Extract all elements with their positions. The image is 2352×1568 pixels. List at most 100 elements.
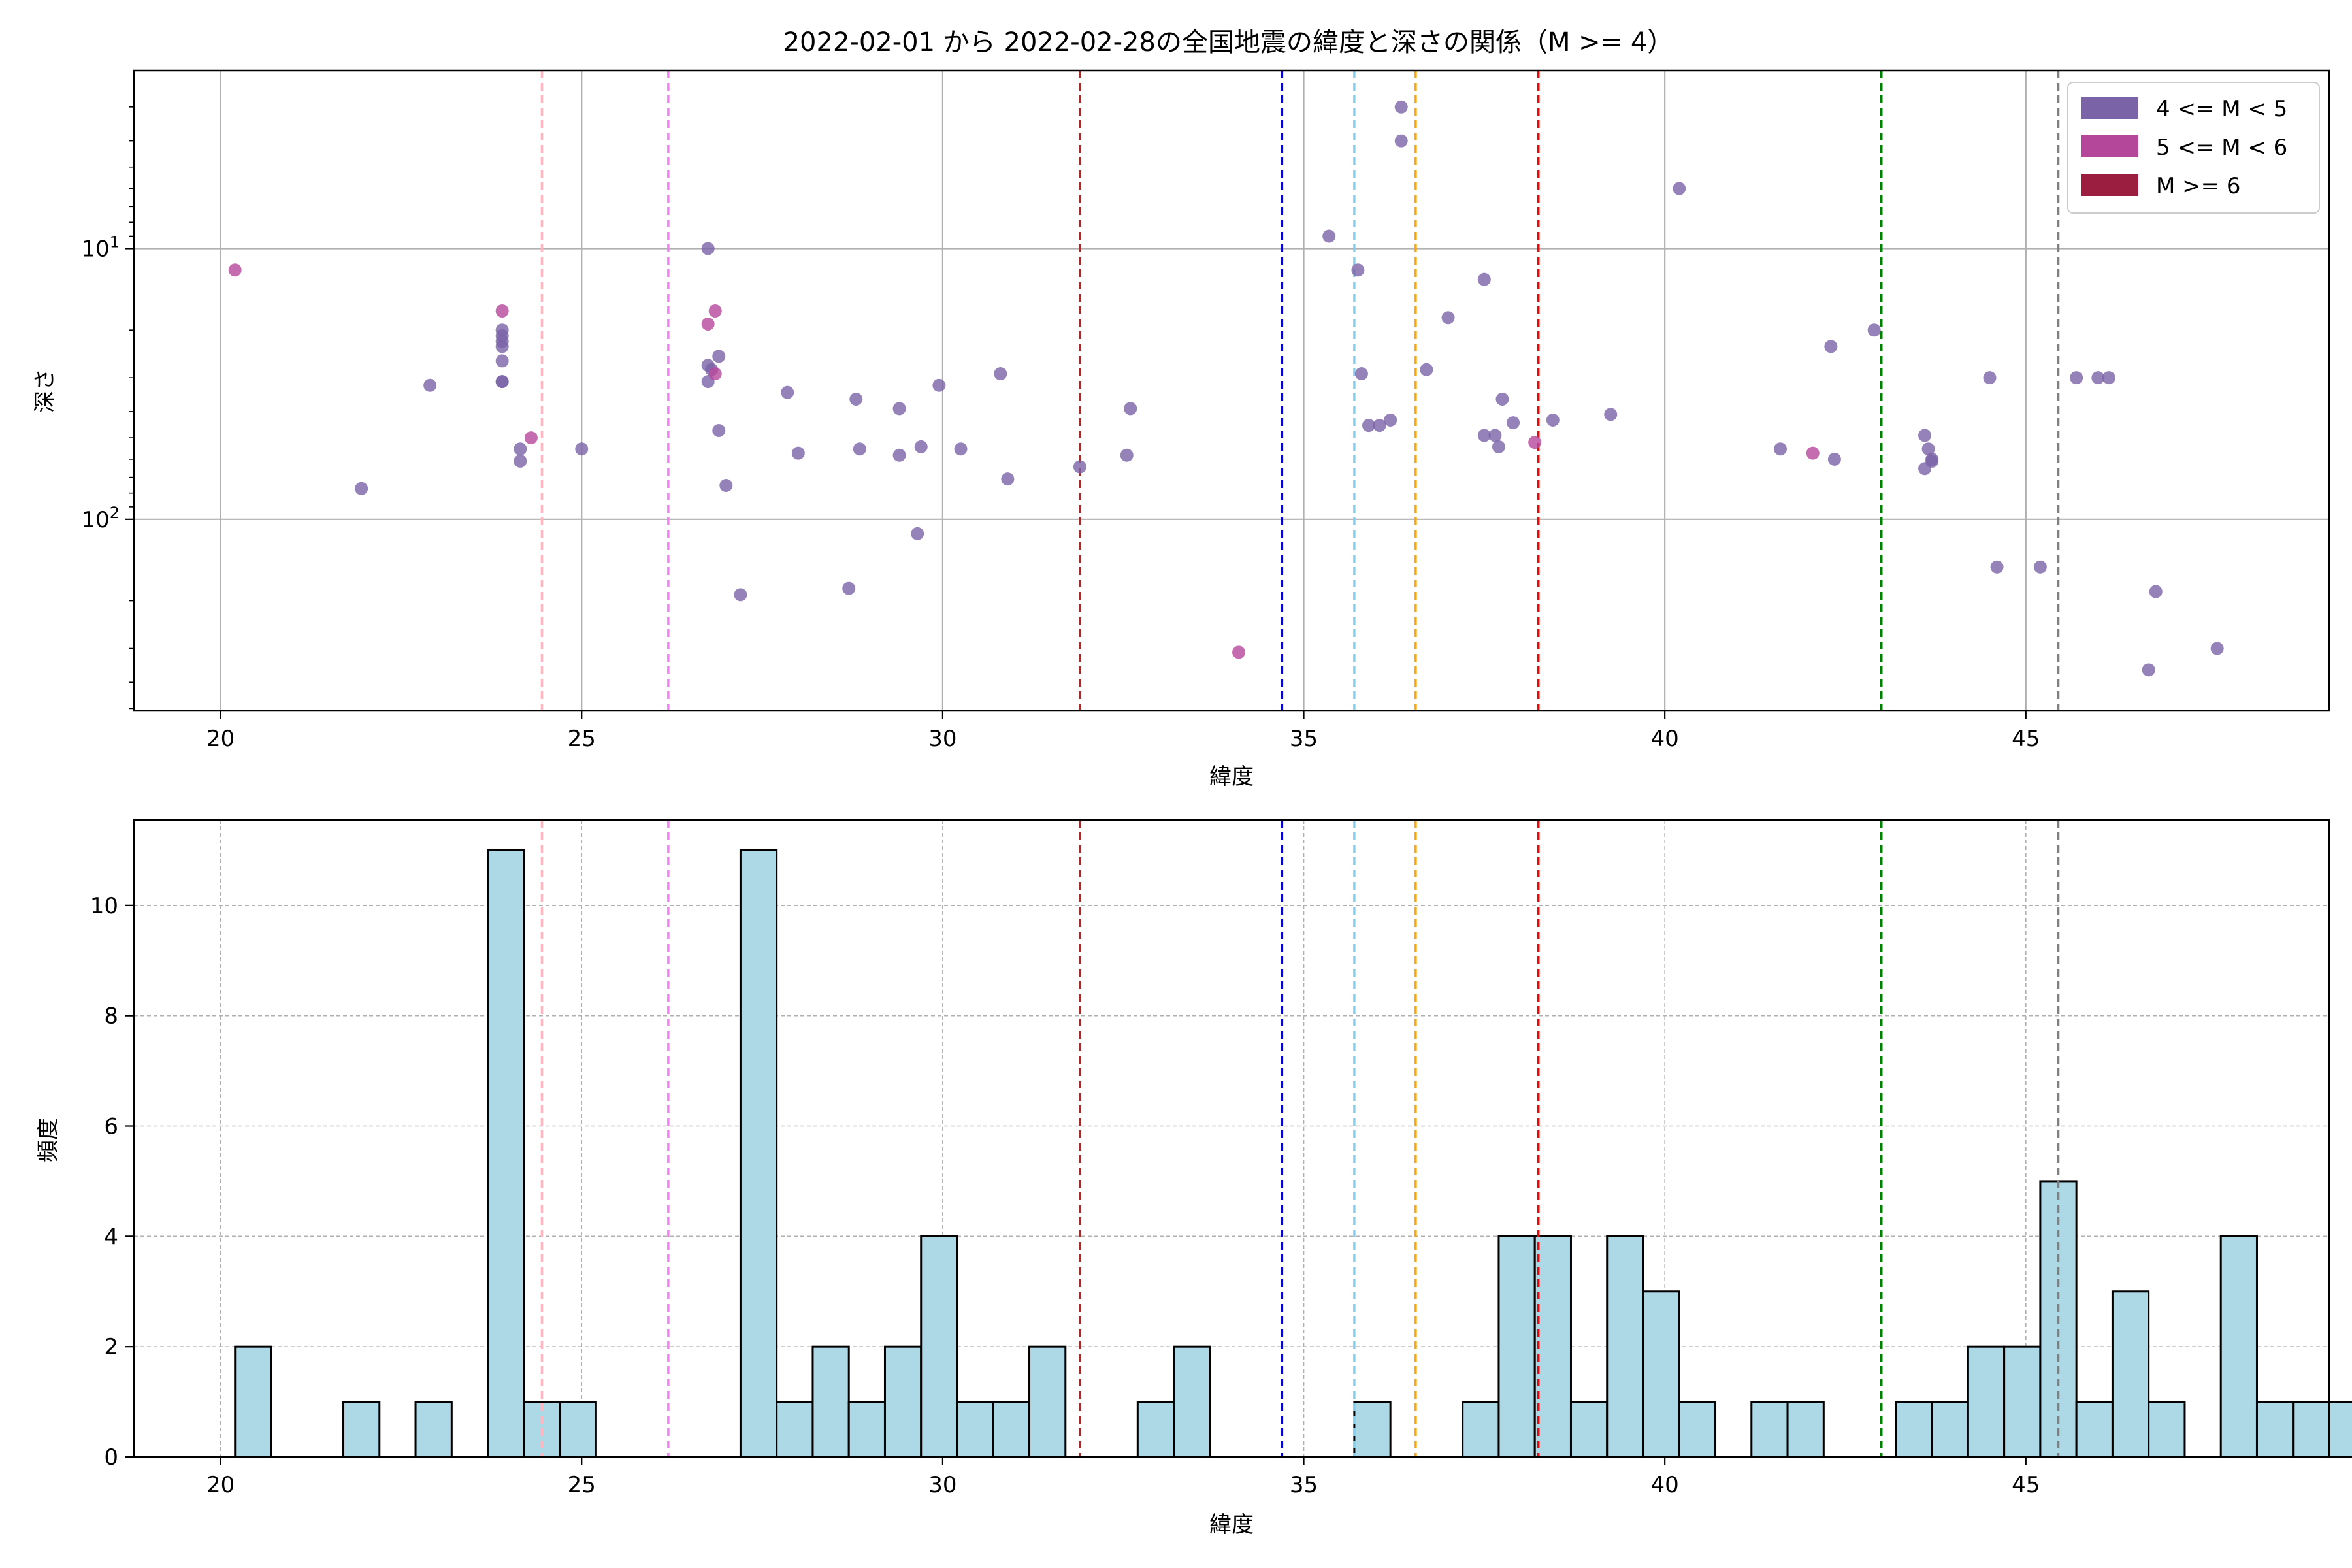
scatter-point <box>1373 419 1386 433</box>
histogram-bar <box>776 1401 814 1458</box>
scatter-point <box>1774 442 1787 456</box>
histogram-bar <box>847 1401 886 1458</box>
scatter-point <box>1322 229 1336 243</box>
histogram-bar <box>414 1401 453 1458</box>
histogram-bar <box>1462 1401 1500 1458</box>
histogram-bar <box>1028 1345 1067 1458</box>
histogram-bar <box>956 1401 994 1458</box>
scatter-point <box>495 340 509 353</box>
scatter-y-tick-label: 101 <box>81 233 120 262</box>
histogram-panel: 20 25 30 35 40 45 0 2 4 6 8 10 緯度 頻度 <box>35 819 2352 1538</box>
histogram-bar <box>1895 1401 1933 1458</box>
scatter-point <box>853 442 866 456</box>
histogram-bar <box>487 849 525 1458</box>
scatter-point <box>1528 436 1542 449</box>
scatter-point <box>2070 371 2083 385</box>
scatter-point <box>712 350 726 363</box>
scatter-x-tick-label: 25 <box>568 726 596 752</box>
scatter-point <box>734 588 747 602</box>
histogram-x-tick-label: 20 <box>206 1472 235 1498</box>
scatter-point <box>1351 263 1365 277</box>
scatter-x-tick-label: 35 <box>1290 726 1318 752</box>
histogram-bar <box>2003 1345 2042 1458</box>
scatter-point <box>1867 323 1881 337</box>
scatter-x-tick-label: 45 <box>2012 726 2040 752</box>
scatter-point <box>514 454 527 468</box>
scatter-point <box>1824 340 1838 353</box>
scatter-point <box>495 375 509 389</box>
scatter-point <box>1921 442 1935 456</box>
scatter-x-tick-label: 20 <box>206 726 235 752</box>
scatter-x-tick-label: 40 <box>1651 726 1679 752</box>
histogram-bar <box>2219 1235 2258 1458</box>
histogram-bar <box>2111 1290 2150 1458</box>
histogram-bar <box>1136 1401 1175 1458</box>
scatter-point <box>1120 448 1134 462</box>
legend-label-m4: 4 <= M < 5 <box>2156 96 2287 122</box>
scatter-point <box>1546 413 1560 427</box>
histogram-x-tick-label: 40 <box>1651 1472 1679 1498</box>
scatter-grid <box>134 71 2329 711</box>
scatter-point <box>914 440 928 453</box>
scatter-point <box>701 317 715 331</box>
scatter-point <box>1673 182 1686 195</box>
scatter-point <box>495 354 509 368</box>
scatter-point <box>2142 663 2155 677</box>
histogram-y-tick-label: 6 <box>104 1114 118 1140</box>
histogram-x-tick-label: 45 <box>2012 1472 2040 1498</box>
scatter-point <box>954 442 968 456</box>
scatter-point <box>892 448 906 462</box>
scatter-y-tick-label: 102 <box>81 504 120 533</box>
scatter-point <box>1827 452 1841 466</box>
scatter-x-tick-label: 30 <box>928 726 956 752</box>
scatter-point <box>575 442 589 456</box>
scatter-point <box>1232 645 1246 659</box>
histogram-bar <box>2255 1401 2295 1458</box>
scatter-point <box>708 304 722 318</box>
histogram-bar <box>1606 1235 1644 1458</box>
scatter-point <box>719 479 733 493</box>
histogram-x-tick-label: 25 <box>568 1472 596 1498</box>
scatter-y-label: 深さ <box>32 368 58 413</box>
histogram-bar <box>1173 1345 1211 1458</box>
histogram-bar <box>1569 1401 1609 1458</box>
scatter-point <box>1477 272 1491 286</box>
scatter-point <box>849 392 863 406</box>
scatter-point <box>1124 402 1137 416</box>
legend-label-m6: M >= 6 <box>2156 173 2241 199</box>
scatter-point <box>1488 429 1502 442</box>
histogram-x-ticks: 20 25 30 35 40 45 <box>206 1457 2040 1498</box>
histogram-bars <box>234 849 2352 1458</box>
histogram-bar <box>1533 1235 1572 1458</box>
histogram-bar <box>1353 1401 1392 1458</box>
scatter-plot-area <box>134 71 2329 711</box>
histogram-bar <box>342 1401 381 1458</box>
scatter-point <box>1925 454 1939 468</box>
scatter-point <box>842 581 856 595</box>
scatter-point <box>495 304 509 318</box>
scatter-point <box>1441 311 1455 325</box>
histogram-bar <box>2328 1401 2352 1458</box>
scatter-point <box>2033 560 2047 574</box>
legend: 4 <= M < 5 5 <= M < 6 M >= 6 <box>2067 82 2320 214</box>
scatter-point <box>1495 392 1509 406</box>
scatter-point <box>1918 429 1932 442</box>
histogram-bar <box>883 1345 923 1458</box>
scatter-point <box>1477 429 1491 442</box>
scatter-point <box>2091 371 2105 385</box>
histogram-bar <box>920 1235 958 1458</box>
histogram-bar <box>1750 1401 1789 1458</box>
scatter-panel: 20 25 30 35 40 45 101 102 緯度 深さ 4 <= M < 5 5 <… <box>32 69 2330 790</box>
scatter-point <box>1990 560 2004 574</box>
scatter-point <box>1001 472 1015 486</box>
scatter-point <box>1492 440 1505 453</box>
histogram-x-tick-label: 30 <box>928 1472 956 1498</box>
scatter-reference-lines <box>540 71 2060 711</box>
scatter-point <box>701 242 715 255</box>
scatter-x-ticks: 20 25 30 35 40 45 <box>206 711 2040 752</box>
histogram-bar <box>2075 1401 2114 1458</box>
histogram-bar <box>1786 1401 1825 1458</box>
histogram-y-tick-label: 4 <box>104 1224 118 1250</box>
scatter-point <box>994 367 1007 381</box>
